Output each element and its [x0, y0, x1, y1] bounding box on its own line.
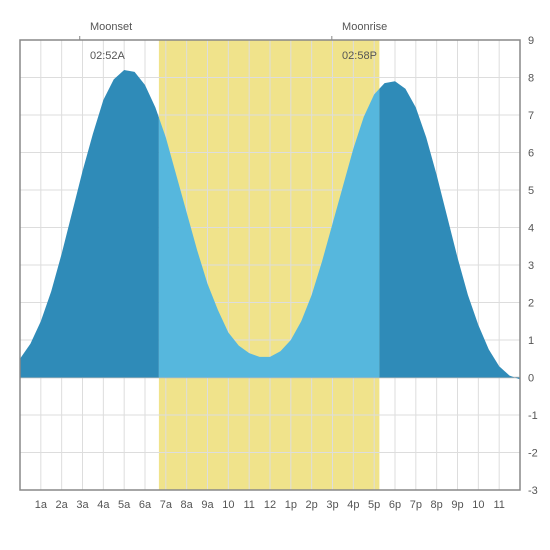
svg-text:9p: 9p — [451, 499, 463, 511]
chart-svg: -3-2-101234567891a2a3a4a5a6a7a8a9a101112… — [0, 0, 550, 550]
svg-text:5: 5 — [528, 185, 534, 197]
svg-text:3: 3 — [528, 260, 534, 272]
svg-text:2p: 2p — [306, 499, 318, 511]
svg-text:0: 0 — [528, 373, 534, 385]
svg-text:2a: 2a — [56, 499, 69, 511]
svg-text:2: 2 — [528, 298, 534, 310]
svg-text:5p: 5p — [368, 499, 380, 511]
svg-text:7p: 7p — [410, 499, 422, 511]
svg-text:8: 8 — [528, 73, 534, 85]
svg-text:-2: -2 — [528, 448, 538, 460]
moon-event-name-0: Moonset — [90, 21, 132, 33]
svg-text:9a: 9a — [201, 499, 214, 511]
svg-text:10: 10 — [222, 499, 234, 511]
svg-text:5a: 5a — [118, 499, 131, 511]
svg-text:11: 11 — [493, 499, 504, 511]
svg-text:1a: 1a — [35, 499, 48, 511]
svg-text:6: 6 — [528, 148, 534, 160]
svg-text:7: 7 — [528, 110, 534, 122]
svg-text:12: 12 — [264, 499, 276, 511]
svg-text:7a: 7a — [160, 499, 173, 511]
svg-text:11: 11 — [243, 499, 254, 511]
svg-text:1p: 1p — [285, 499, 297, 511]
svg-text:6p: 6p — [389, 499, 401, 511]
svg-text:3a: 3a — [76, 499, 89, 511]
svg-text:1: 1 — [528, 335, 534, 347]
moon-event-time-0: 02:52A — [90, 50, 125, 62]
svg-text:4p: 4p — [347, 499, 359, 511]
moonset-label: Moonset 02:52A — [78, 6, 132, 77]
svg-text:4a: 4a — [97, 499, 110, 511]
svg-text:9: 9 — [528, 35, 534, 47]
moonrise-label: Moonrise 02:58P — [330, 6, 387, 77]
svg-text:10: 10 — [472, 499, 484, 511]
svg-text:6a: 6a — [139, 499, 152, 511]
moon-event-name-1: Moonrise — [342, 21, 387, 33]
svg-text:4: 4 — [528, 223, 534, 235]
svg-text:3p: 3p — [326, 499, 338, 511]
svg-text:8a: 8a — [181, 499, 194, 511]
svg-text:-3: -3 — [528, 485, 538, 497]
svg-text:8p: 8p — [431, 499, 443, 511]
moon-event-time-1: 02:58P — [342, 50, 377, 62]
tide-chart: -3-2-101234567891a2a3a4a5a6a7a8a9a101112… — [0, 0, 550, 550]
svg-text:-1: -1 — [528, 410, 538, 422]
